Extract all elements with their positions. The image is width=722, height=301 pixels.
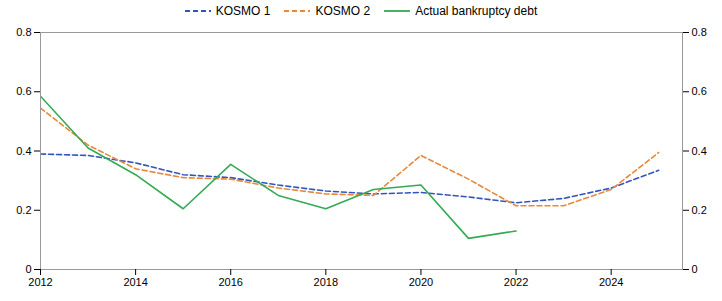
svg-text:0.6: 0.6 <box>692 85 707 97</box>
html-text:Actual bankruptcy debt: Actual bankruptcy debt <box>415 4 538 18</box>
svg-text:2020: 2020 <box>409 276 433 288</box>
svg-text:0.6: 0.6 <box>16 85 31 97</box>
svg-text:0.2: 0.2 <box>16 204 31 216</box>
svg-text:0.8: 0.8 <box>16 26 31 38</box>
svg-text:2018: 2018 <box>314 276 338 288</box>
svg-text:2022: 2022 <box>504 276 528 288</box>
svg-text:0.2: 0.2 <box>692 204 707 216</box>
html-text:KOSMO 1: KOSMO 1 <box>215 4 271 18</box>
svg-text:2016: 2016 <box>218 276 242 288</box>
svg-text:0: 0 <box>692 263 698 275</box>
svg-text:2012: 2012 <box>28 276 52 288</box>
svg-text:2024: 2024 <box>599 276 623 288</box>
html-text:KOSMO 2: KOSMO 2 <box>315 4 371 18</box>
svg-text:0.4: 0.4 <box>692 145 707 157</box>
svg-text:2014: 2014 <box>123 276 147 288</box>
svg-text:0: 0 <box>25 263 31 275</box>
svg-text:0.4: 0.4 <box>16 145 31 157</box>
svg-text:0.8: 0.8 <box>692 26 707 38</box>
